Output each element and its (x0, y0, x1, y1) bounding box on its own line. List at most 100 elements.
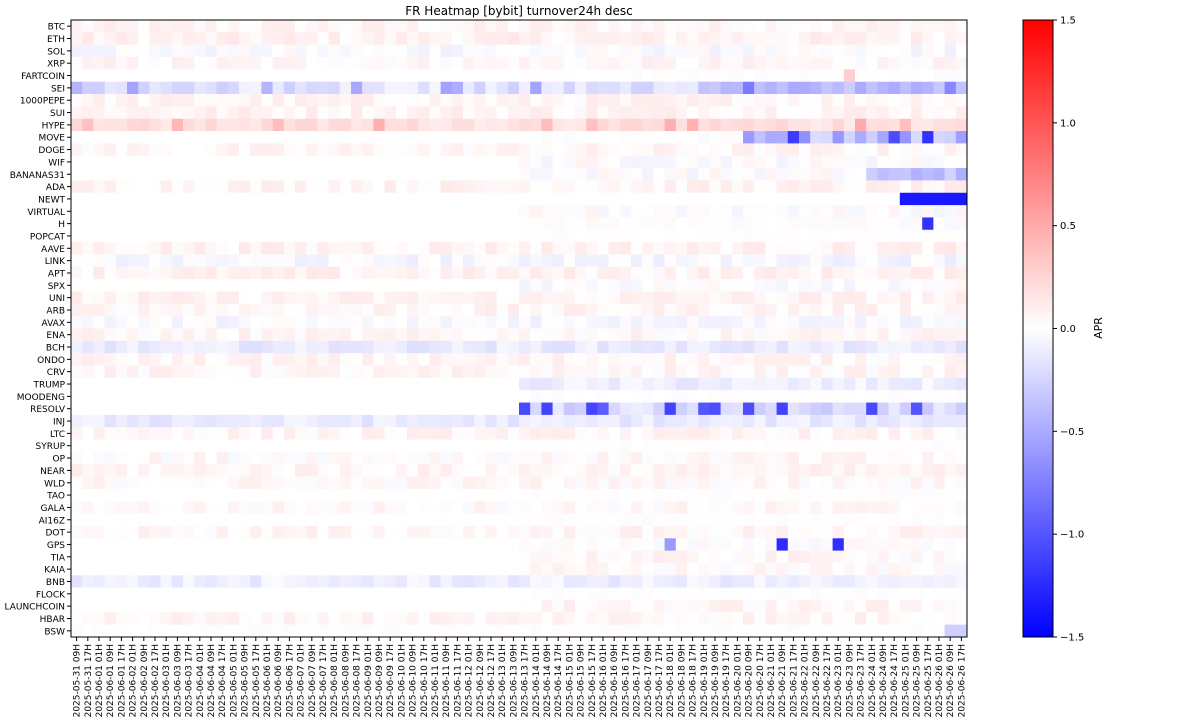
heatmap-cell (843, 316, 856, 329)
heatmap-row (71, 599, 968, 613)
heatmap-cell (530, 168, 542, 181)
heatmap-cell (429, 168, 441, 181)
heatmap-cell (642, 180, 654, 194)
heatmap-cell (631, 414, 643, 428)
heatmap-cell (832, 192, 845, 206)
heatmap-cell (283, 624, 296, 638)
heatmap-cell (261, 587, 273, 601)
x-tick-label: 2025-06-08 09H (341, 644, 351, 717)
heatmap-cell (933, 365, 945, 379)
heatmap-cell (821, 69, 833, 83)
heatmap-cell (933, 266, 945, 280)
heatmap-cell (575, 229, 587, 243)
heatmap-cell (709, 217, 721, 231)
heatmap-cell (731, 599, 744, 613)
heatmap-cell (82, 57, 94, 70)
heatmap-cell (821, 118, 833, 132)
heatmap-cell (362, 192, 374, 206)
heatmap-cell (295, 353, 307, 366)
heatmap-cell (698, 106, 710, 120)
heatmap-cell (642, 328, 654, 342)
heatmap-cell (227, 131, 240, 144)
heatmap-row (71, 562, 968, 576)
heatmap-cell (194, 242, 206, 255)
heatmap-cell (597, 353, 609, 366)
y-tick-label: ADA (46, 183, 66, 193)
heatmap-cell (373, 538, 385, 552)
heatmap-cell (731, 624, 744, 638)
heatmap-cell (888, 390, 901, 403)
heatmap-cell (541, 464, 553, 477)
heatmap-row (71, 538, 968, 552)
heatmap-cell (485, 106, 497, 120)
heatmap-cell (519, 316, 531, 329)
heatmap-cell (328, 550, 341, 564)
heatmap-cell (698, 57, 710, 70)
heatmap-cell (71, 624, 83, 638)
heatmap-cell (395, 106, 408, 120)
heatmap-cell (485, 217, 497, 231)
heatmap-cell (519, 562, 531, 576)
heatmap-cell (799, 106, 811, 120)
heatmap-cell (687, 476, 699, 490)
heatmap-cell (787, 155, 800, 169)
heatmap-cell (709, 427, 721, 440)
heatmap-cell (866, 279, 878, 292)
heatmap-cell (597, 57, 609, 70)
heatmap-cell (373, 20, 385, 33)
heatmap-cell (362, 254, 374, 268)
heatmap-cell (743, 192, 755, 206)
heatmap-cell (743, 266, 755, 280)
heatmap-cell (765, 476, 777, 490)
heatmap-cell (239, 229, 251, 243)
heatmap-row (71, 464, 968, 477)
heatmap-cell (754, 377, 766, 391)
heatmap-cell (272, 69, 285, 83)
heatmap-cell (944, 131, 957, 144)
heatmap-cell (575, 20, 587, 33)
heatmap-cell (731, 562, 744, 576)
heatmap-cell (541, 316, 553, 329)
heatmap-cell (955, 131, 968, 144)
heatmap-cell (250, 168, 262, 181)
heatmap-cell (664, 20, 677, 33)
heatmap-cell (194, 131, 206, 144)
y-tick-label: SPX (48, 282, 65, 292)
heatmap-cell (955, 242, 968, 255)
heatmap-cell (911, 229, 923, 243)
heatmap-cell (664, 464, 677, 477)
heatmap-cell (362, 217, 374, 231)
heatmap-cell (418, 414, 430, 428)
y-tick-label: OP (52, 455, 65, 465)
heatmap-cell (709, 32, 721, 46)
heatmap-cell (205, 192, 217, 206)
heatmap-cell (664, 254, 677, 268)
heatmap-cell (160, 377, 173, 391)
heatmap-cell (519, 291, 531, 305)
heatmap-cell (418, 316, 430, 329)
heatmap-cell (687, 32, 699, 46)
heatmap-cell (922, 94, 934, 107)
heatmap-cell (104, 229, 117, 243)
heatmap-cell (115, 340, 128, 354)
heatmap-cell (944, 414, 957, 428)
x-tick-label: 2025-06-15 01H (565, 644, 575, 717)
heatmap-cell (642, 599, 654, 613)
heatmap-cell (194, 155, 206, 169)
heatmap-cell (597, 316, 609, 329)
heatmap-cell (373, 353, 385, 366)
heatmap-cell (93, 229, 105, 243)
heatmap-cell (552, 106, 565, 120)
heatmap-cell (463, 32, 475, 46)
colorbar-tick-label: 1.5 (1060, 16, 1076, 27)
heatmap-cell (485, 192, 497, 206)
heatmap-cell (82, 81, 94, 95)
heatmap-cell (395, 229, 408, 243)
heatmap-cell (843, 340, 856, 354)
heatmap-cell (843, 254, 856, 268)
heatmap-cell (239, 155, 251, 169)
heatmap-cell (115, 81, 128, 95)
heatmap-cell (597, 464, 609, 477)
heatmap-cell (597, 303, 609, 317)
heatmap-cell (631, 57, 643, 70)
